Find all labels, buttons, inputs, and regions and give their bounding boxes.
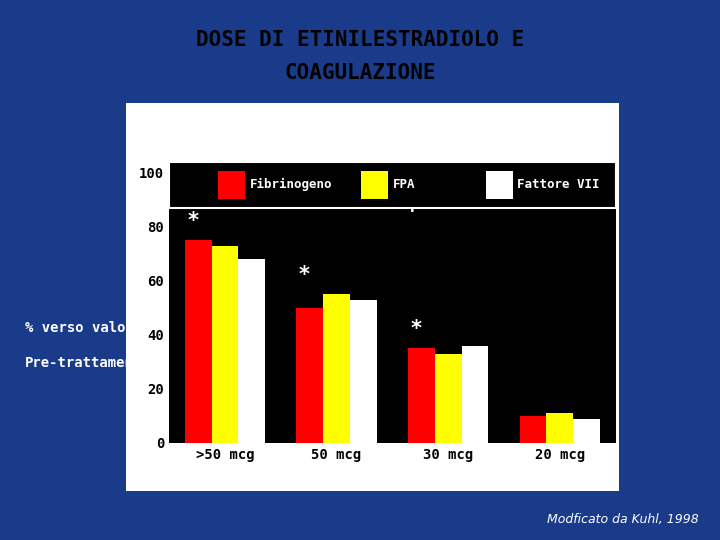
Text: *: * [187, 211, 198, 232]
Text: COAGULAZIONE: COAGULAZIONE [284, 63, 436, 83]
Bar [350, 300, 377, 443]
Bar [435, 354, 462, 443]
Text: Modficato da Kuhl, 1998: Modficato da Kuhl, 1998 [546, 514, 698, 526]
Bar [546, 413, 573, 443]
Bar [218, 171, 245, 199]
Text: Pre-trattamento: Pre-trattamento [25, 356, 150, 370]
Bar [361, 171, 388, 199]
Text: FPA: FPA [392, 178, 415, 192]
Bar [520, 416, 546, 443]
Bar [297, 308, 323, 443]
Text: % verso valori: % verso valori [25, 321, 143, 335]
Bar [185, 240, 212, 443]
Bar [212, 246, 238, 443]
Bar [573, 418, 600, 443]
Bar [462, 346, 488, 443]
Text: *: * [299, 265, 310, 286]
Text: DOSE DI ETINILESTRADIOLO E: DOSE DI ETINILESTRADIOLO E [196, 30, 524, 51]
Text: * p <0.01 vs basali: * p <0.01 vs basali [398, 198, 544, 212]
Bar [408, 348, 435, 443]
Bar [323, 294, 350, 443]
Text: Fibrinogeno: Fibrinogeno [250, 178, 332, 192]
Bar [486, 171, 513, 199]
Bar [238, 259, 265, 443]
Text: Fattore VII: Fattore VII [518, 178, 600, 192]
Text: *: * [410, 319, 421, 340]
